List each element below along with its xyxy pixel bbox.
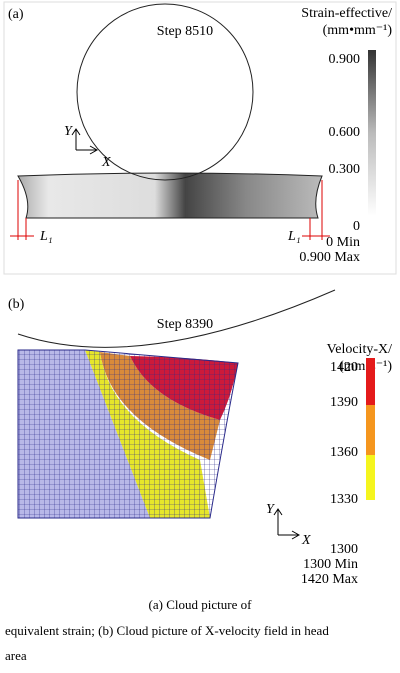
caption-line: equivalent strain; (b) Cloud picture of … [5, 623, 329, 638]
legend-tick: 0.900 [329, 52, 361, 67]
workpiece [17, 172, 323, 219]
legend-title: Strain-effective/ [301, 6, 392, 21]
axis-y: Y [266, 502, 276, 517]
axis-y: Y [64, 124, 74, 139]
axis-x: X [101, 155, 111, 170]
legend-title: Velocity-X/ [327, 342, 392, 357]
l1-right: L₁ [287, 229, 301, 244]
colorbar [368, 50, 376, 216]
colorbar-band [366, 405, 375, 455]
roller-arc [17, 289, 336, 348]
legend-max: 1420 Max [301, 572, 358, 587]
step-label: Step 8510 [157, 24, 213, 39]
legend-min: 1300 Min [303, 557, 358, 572]
legend-tick: 1360 [330, 445, 358, 460]
legend-tick: 0.600 [329, 125, 361, 140]
panel-label: (b) [8, 297, 25, 312]
caption-line: (a) Cloud picture of [149, 597, 253, 612]
legend-unit: (mm•mm⁻¹) [323, 23, 393, 38]
caption-line: area [5, 648, 27, 663]
legend-tick: 0.300 [329, 162, 361, 177]
roller [76, 3, 254, 181]
legend-tick: 1300 [330, 542, 358, 557]
dimension-lines [10, 180, 330, 240]
step-label: Step 8390 [157, 317, 213, 332]
legend-tick: 0 [353, 219, 360, 234]
legend-tick: 1330 [330, 492, 358, 507]
legend-tick: 1420 [330, 360, 358, 375]
legend-min: 0 Min [326, 235, 360, 250]
legend-tick: 1390 [330, 395, 358, 410]
axes-icon [71, 128, 99, 155]
colorbar-band [366, 358, 375, 405]
panel-frame [3, 1, 397, 275]
panel-label: (a) [8, 7, 24, 22]
legend-max: 0.900 Max [299, 250, 360, 265]
axis-x: X [301, 533, 311, 548]
axes-icon [273, 508, 301, 540]
legend-unit: (mm•s⁻¹) [339, 359, 392, 374]
mesh [17, 349, 239, 519]
l1-left: L₁ [39, 229, 53, 244]
colorbar-band [366, 455, 375, 500]
